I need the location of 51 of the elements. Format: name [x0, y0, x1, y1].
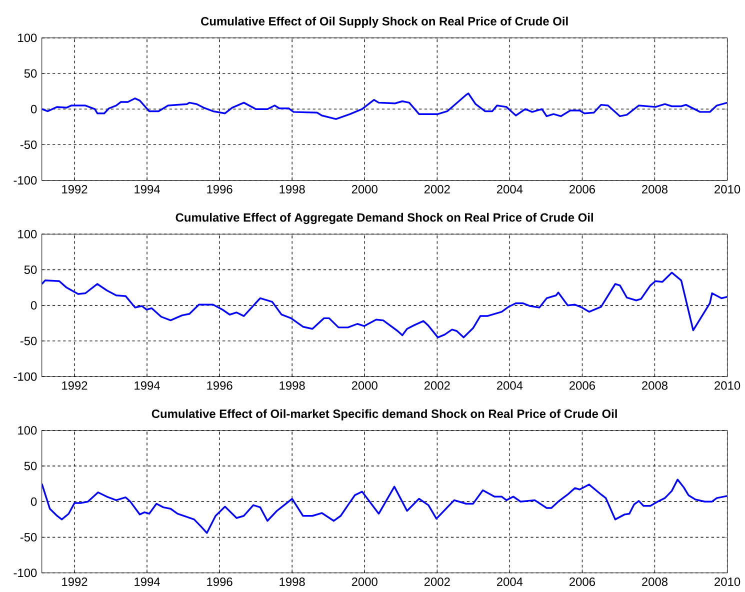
x-tick-label: 2002	[424, 381, 450, 390]
line-series	[42, 478, 728, 534]
line-series	[42, 92, 728, 120]
x-tick-label: 2000	[352, 381, 378, 390]
y-tick-label: -50	[20, 140, 37, 150]
x-tick-label: 2010	[714, 381, 740, 390]
x-tick-label: 1992	[62, 578, 88, 586]
x-tick-label: 1998	[280, 381, 305, 390]
y-tick-label: 0	[30, 301, 37, 310]
y-tick-label: -100	[14, 176, 37, 185]
chart-title: Cumulative Effect of Oil-market Specific demand Shock on Real Price of Crude Oil	[152, 409, 617, 420]
y-tick-label: 50	[24, 462, 37, 470]
y-tick-label: 100	[18, 34, 37, 42]
y-tick-label: -100	[14, 568, 37, 578]
x-tick-label: 1998	[280, 185, 305, 194]
y-tick-label: 50	[24, 266, 37, 274]
x-tick-label: 2006	[570, 578, 595, 586]
x-tick-label: 2000	[352, 185, 378, 194]
x-tick-label: 1992	[62, 381, 88, 390]
x-tick-label: 2002	[424, 185, 450, 194]
x-tick-label: 2008	[642, 381, 668, 390]
x-tick-label: 1994	[134, 381, 160, 390]
chart-title: Cumulative Effect of Oil Supply Shock on Real Price of Crude Oil	[201, 16, 568, 28]
x-tick-label: 1994	[134, 578, 160, 586]
x-tick-label: 1998	[280, 578, 305, 586]
x-tick-label: 2010	[714, 578, 740, 586]
x-tick-label: 2010	[714, 185, 740, 194]
x-tick-label: 2000	[352, 578, 378, 586]
x-tick-label: 2002	[424, 578, 450, 586]
x-tick-label: 2008	[642, 185, 668, 194]
x-tick-label: 1996	[207, 185, 232, 194]
y-tick-label: 100	[18, 426, 37, 435]
x-tick-label: 2004	[496, 381, 523, 390]
x-tick-label: 1994	[134, 185, 160, 194]
line-series	[42, 272, 728, 338]
y-tick-label: -50	[20, 336, 37, 346]
x-tick-label: 2004	[496, 185, 523, 194]
x-tick-label: 2008	[642, 578, 668, 586]
x-tick-label: 2006	[570, 185, 595, 194]
y-tick-label: 0	[30, 497, 37, 506]
y-tick-label: -50	[20, 533, 37, 542]
y-tick-label: 100	[18, 230, 37, 238]
x-tick-label: 2006	[570, 381, 595, 390]
x-tick-label: 1996	[207, 381, 232, 390]
y-tick-label: 0	[30, 104, 37, 114]
x-tick-label: 2004	[496, 578, 523, 586]
y-tick-label: 50	[24, 69, 37, 78]
x-tick-label: 1992	[62, 185, 88, 194]
chart-title: Cumulative Effect of Aggregate Demand Shock on Real Price of Crude Oil	[176, 213, 593, 224]
x-tick-label: 1996	[207, 578, 232, 586]
y-tick-label: -100	[14, 372, 37, 381]
